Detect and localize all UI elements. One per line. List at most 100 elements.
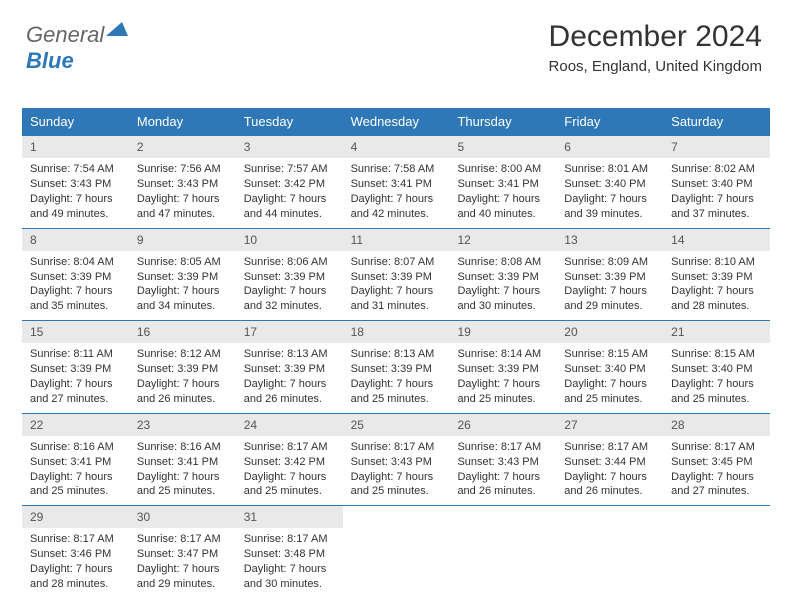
day-cell-21: 21Sunrise: 8:15 AMSunset: 3:40 PMDayligh… xyxy=(663,321,770,413)
weekday-wednesday: Wednesday xyxy=(343,108,450,135)
day-details: Sunrise: 8:17 AMSunset: 3:45 PMDaylight:… xyxy=(663,436,770,505)
day-details: Sunrise: 8:17 AMSunset: 3:43 PMDaylight:… xyxy=(343,436,450,505)
day-number: 7 xyxy=(663,136,770,158)
week-row: 15Sunrise: 8:11 AMSunset: 3:39 PMDayligh… xyxy=(22,320,770,413)
day-number: 12 xyxy=(449,229,556,251)
day-number: 5 xyxy=(449,136,556,158)
day-details: Sunrise: 8:13 AMSunset: 3:39 PMDaylight:… xyxy=(236,343,343,412)
weekday-sunday: Sunday xyxy=(22,108,129,135)
day-cell-2: 2Sunrise: 7:56 AMSunset: 3:43 PMDaylight… xyxy=(129,136,236,228)
day-details: Sunrise: 8:10 AMSunset: 3:39 PMDaylight:… xyxy=(663,251,770,320)
day-cell-17: 17Sunrise: 8:13 AMSunset: 3:39 PMDayligh… xyxy=(236,321,343,413)
day-cell-empty xyxy=(556,506,663,598)
day-cell-19: 19Sunrise: 8:14 AMSunset: 3:39 PMDayligh… xyxy=(449,321,556,413)
day-details: Sunrise: 8:17 AMSunset: 3:42 PMDaylight:… xyxy=(236,436,343,505)
day-number: 13 xyxy=(556,229,663,251)
day-number: 10 xyxy=(236,229,343,251)
day-number: 21 xyxy=(663,321,770,343)
day-number: 23 xyxy=(129,414,236,436)
day-details: Sunrise: 8:02 AMSunset: 3:40 PMDaylight:… xyxy=(663,158,770,227)
week-row: 8Sunrise: 8:04 AMSunset: 3:39 PMDaylight… xyxy=(22,228,770,321)
day-cell-20: 20Sunrise: 8:15 AMSunset: 3:40 PMDayligh… xyxy=(556,321,663,413)
calendar-grid: SundayMondayTuesdayWednesdayThursdayFrid… xyxy=(22,108,770,598)
day-cell-10: 10Sunrise: 8:06 AMSunset: 3:39 PMDayligh… xyxy=(236,229,343,321)
day-cell-28: 28Sunrise: 8:17 AMSunset: 3:45 PMDayligh… xyxy=(663,414,770,506)
day-cell-3: 3Sunrise: 7:57 AMSunset: 3:42 PMDaylight… xyxy=(236,136,343,228)
day-number: 20 xyxy=(556,321,663,343)
day-details: Sunrise: 8:13 AMSunset: 3:39 PMDaylight:… xyxy=(343,343,450,412)
day-number: 24 xyxy=(236,414,343,436)
day-number: 14 xyxy=(663,229,770,251)
day-details: Sunrise: 8:17 AMSunset: 3:44 PMDaylight:… xyxy=(556,436,663,505)
day-details: Sunrise: 8:09 AMSunset: 3:39 PMDaylight:… xyxy=(556,251,663,320)
day-number: 6 xyxy=(556,136,663,158)
day-cell-7: 7Sunrise: 8:02 AMSunset: 3:40 PMDaylight… xyxy=(663,136,770,228)
day-details: Sunrise: 8:06 AMSunset: 3:39 PMDaylight:… xyxy=(236,251,343,320)
day-cell-8: 8Sunrise: 8:04 AMSunset: 3:39 PMDaylight… xyxy=(22,229,129,321)
day-cell-9: 9Sunrise: 8:05 AMSunset: 3:39 PMDaylight… xyxy=(129,229,236,321)
day-number: 29 xyxy=(22,506,129,528)
day-cell-16: 16Sunrise: 8:12 AMSunset: 3:39 PMDayligh… xyxy=(129,321,236,413)
day-details: Sunrise: 8:07 AMSunset: 3:39 PMDaylight:… xyxy=(343,251,450,320)
day-cell-25: 25Sunrise: 8:17 AMSunset: 3:43 PMDayligh… xyxy=(343,414,450,506)
day-number: 22 xyxy=(22,414,129,436)
day-number: 30 xyxy=(129,506,236,528)
day-number: 28 xyxy=(663,414,770,436)
day-number: 25 xyxy=(343,414,450,436)
day-details: Sunrise: 8:15 AMSunset: 3:40 PMDaylight:… xyxy=(663,343,770,412)
day-number: 8 xyxy=(22,229,129,251)
day-details: Sunrise: 8:00 AMSunset: 3:41 PMDaylight:… xyxy=(449,158,556,227)
day-number: 16 xyxy=(129,321,236,343)
month-title: December 2024 xyxy=(549,20,762,54)
day-number: 18 xyxy=(343,321,450,343)
day-details: Sunrise: 8:14 AMSunset: 3:39 PMDaylight:… xyxy=(449,343,556,412)
day-number: 9 xyxy=(129,229,236,251)
weekday-saturday: Saturday xyxy=(663,108,770,135)
day-number: 2 xyxy=(129,136,236,158)
weekday-header: SundayMondayTuesdayWednesdayThursdayFrid… xyxy=(22,108,770,135)
day-details: Sunrise: 7:57 AMSunset: 3:42 PMDaylight:… xyxy=(236,158,343,227)
day-cell-5: 5Sunrise: 8:00 AMSunset: 3:41 PMDaylight… xyxy=(449,136,556,228)
week-row: 22Sunrise: 8:16 AMSunset: 3:41 PMDayligh… xyxy=(22,413,770,506)
day-cell-29: 29Sunrise: 8:17 AMSunset: 3:46 PMDayligh… xyxy=(22,506,129,598)
day-details: Sunrise: 8:16 AMSunset: 3:41 PMDaylight:… xyxy=(129,436,236,505)
day-cell-13: 13Sunrise: 8:09 AMSunset: 3:39 PMDayligh… xyxy=(556,229,663,321)
day-number: 17 xyxy=(236,321,343,343)
day-cell-11: 11Sunrise: 8:07 AMSunset: 3:39 PMDayligh… xyxy=(343,229,450,321)
day-details: Sunrise: 7:58 AMSunset: 3:41 PMDaylight:… xyxy=(343,158,450,227)
day-cell-4: 4Sunrise: 7:58 AMSunset: 3:41 PMDaylight… xyxy=(343,136,450,228)
day-cell-6: 6Sunrise: 8:01 AMSunset: 3:40 PMDaylight… xyxy=(556,136,663,228)
day-cell-30: 30Sunrise: 8:17 AMSunset: 3:47 PMDayligh… xyxy=(129,506,236,598)
day-cell-1: 1Sunrise: 7:54 AMSunset: 3:43 PMDaylight… xyxy=(22,136,129,228)
day-cell-empty xyxy=(663,506,770,598)
day-details: Sunrise: 8:04 AMSunset: 3:39 PMDaylight:… xyxy=(22,251,129,320)
day-cell-22: 22Sunrise: 8:16 AMSunset: 3:41 PMDayligh… xyxy=(22,414,129,506)
day-cell-12: 12Sunrise: 8:08 AMSunset: 3:39 PMDayligh… xyxy=(449,229,556,321)
day-details: Sunrise: 8:05 AMSunset: 3:39 PMDaylight:… xyxy=(129,251,236,320)
weekday-thursday: Thursday xyxy=(449,108,556,135)
day-cell-24: 24Sunrise: 8:17 AMSunset: 3:42 PMDayligh… xyxy=(236,414,343,506)
day-cell-empty xyxy=(449,506,556,598)
day-number: 31 xyxy=(236,506,343,528)
day-number: 19 xyxy=(449,321,556,343)
day-details: Sunrise: 8:15 AMSunset: 3:40 PMDaylight:… xyxy=(556,343,663,412)
day-number: 26 xyxy=(449,414,556,436)
weekday-monday: Monday xyxy=(129,108,236,135)
day-cell-26: 26Sunrise: 8:17 AMSunset: 3:43 PMDayligh… xyxy=(449,414,556,506)
weekday-friday: Friday xyxy=(556,108,663,135)
day-cell-23: 23Sunrise: 8:16 AMSunset: 3:41 PMDayligh… xyxy=(129,414,236,506)
day-details: Sunrise: 8:17 AMSunset: 3:46 PMDaylight:… xyxy=(22,528,129,597)
day-details: Sunrise: 8:12 AMSunset: 3:39 PMDaylight:… xyxy=(129,343,236,412)
day-number: 1 xyxy=(22,136,129,158)
week-row: 29Sunrise: 8:17 AMSunset: 3:46 PMDayligh… xyxy=(22,505,770,598)
day-cell-31: 31Sunrise: 8:17 AMSunset: 3:48 PMDayligh… xyxy=(236,506,343,598)
day-details: Sunrise: 7:54 AMSunset: 3:43 PMDaylight:… xyxy=(22,158,129,227)
weekday-tuesday: Tuesday xyxy=(236,108,343,135)
day-details: Sunrise: 8:01 AMSunset: 3:40 PMDaylight:… xyxy=(556,158,663,227)
day-details: Sunrise: 8:08 AMSunset: 3:39 PMDaylight:… xyxy=(449,251,556,320)
day-details: Sunrise: 8:16 AMSunset: 3:41 PMDaylight:… xyxy=(22,436,129,505)
day-details: Sunrise: 8:17 AMSunset: 3:43 PMDaylight:… xyxy=(449,436,556,505)
day-number: 27 xyxy=(556,414,663,436)
day-details: Sunrise: 7:56 AMSunset: 3:43 PMDaylight:… xyxy=(129,158,236,227)
week-row: 1Sunrise: 7:54 AMSunset: 3:43 PMDaylight… xyxy=(22,135,770,228)
